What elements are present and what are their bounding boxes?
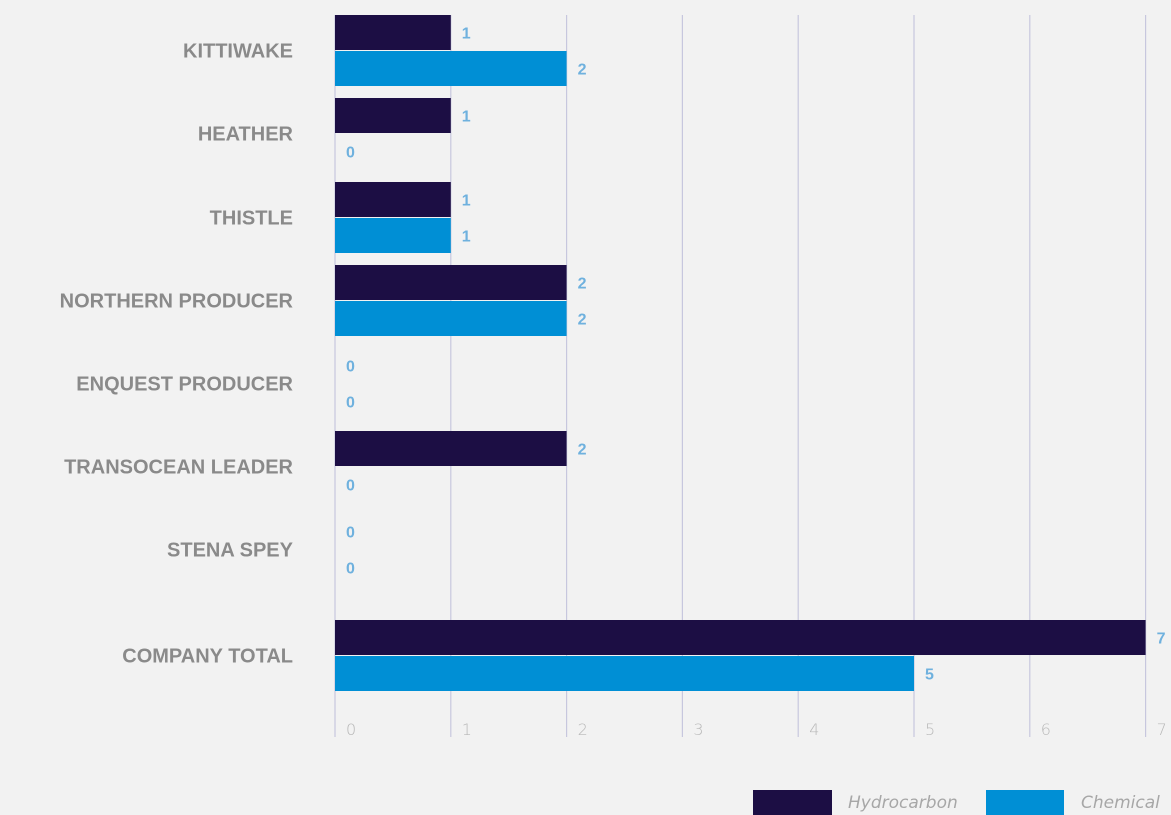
data-label: 1: [462, 229, 471, 246]
bar-hydrocarbon: [335, 431, 567, 466]
legend-label: Hydrocarbon: [848, 793, 958, 813]
legend: Hydrocarbon Chemical: [753, 790, 1160, 815]
x-tick-label: 2: [578, 720, 588, 739]
data-label: 1: [462, 193, 471, 210]
bar-chemical: [335, 51, 567, 86]
bar-chemical: [335, 656, 914, 691]
x-tick-label: 1: [462, 720, 472, 739]
x-tick-label: 4: [809, 720, 819, 739]
data-label: 1: [462, 26, 471, 43]
bar-chemical: [335, 301, 567, 336]
x-tick-label: 7: [1157, 720, 1167, 739]
legend-swatch: [753, 790, 832, 815]
bar-hydrocarbon: [335, 182, 451, 217]
bar-hydrocarbon: [335, 15, 451, 50]
data-label: 0: [346, 561, 355, 578]
data-label: 0: [346, 478, 355, 495]
data-label: 0: [346, 395, 355, 412]
bar-hydrocarbon: [335, 98, 451, 133]
category-label: NORTHERN PRODUCER: [60, 291, 294, 313]
bar-hydrocarbon: [335, 265, 567, 300]
data-label: 7: [1157, 631, 1166, 648]
data-label: 0: [346, 145, 355, 162]
legend-label: Chemical: [1081, 793, 1160, 813]
bar-layer: [335, 15, 1146, 691]
label-layer: 0 1 2 3 4 5 6 7 1 2 KITTIWAKE 1 0 HEATHER 1 1 THISTLE 2 2 N…: [60, 26, 1167, 740]
data-label: 0: [346, 525, 355, 542]
category-label: COMPANY TOTAL: [122, 646, 293, 668]
category-label: STENA SPEY: [167, 540, 294, 562]
data-label: 2: [578, 312, 587, 329]
bar-chemical: [335, 218, 451, 253]
data-label: 2: [578, 62, 587, 79]
x-tick-label: 6: [1041, 720, 1051, 739]
x-tick-label: 3: [693, 720, 703, 739]
bar-hydrocarbon: [335, 620, 1146, 655]
x-tick-label: 5: [925, 720, 935, 739]
data-label: 2: [578, 442, 587, 459]
data-label: 1: [462, 109, 471, 126]
category-label: THISTLE: [210, 208, 293, 230]
legend-swatch: [986, 790, 1064, 815]
category-label: ENQUEST PRODUCER: [76, 374, 293, 396]
category-label: TRANSOCEAN LEADER: [64, 457, 293, 479]
x-tick-label: 0: [346, 720, 356, 739]
data-label: 5: [925, 667, 934, 684]
data-label: 0: [346, 359, 355, 376]
grid-layer: [334, 15, 1147, 737]
category-label: HEATHER: [198, 124, 294, 146]
data-label: 2: [578, 276, 587, 293]
category-label: KITTIWAKE: [183, 41, 293, 63]
